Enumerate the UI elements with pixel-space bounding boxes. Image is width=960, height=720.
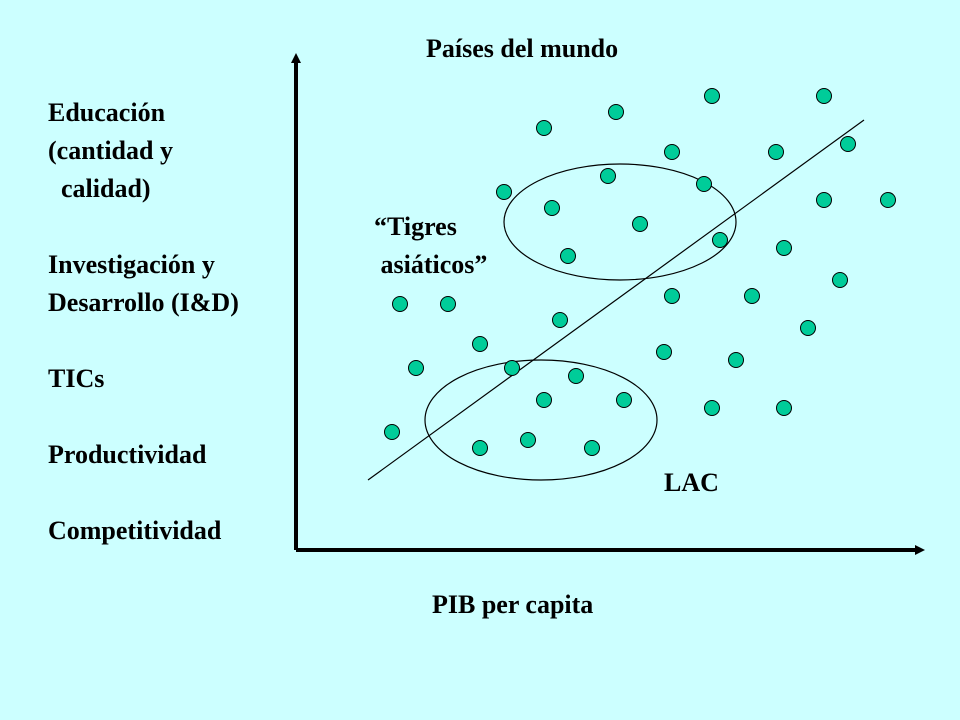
country-dot xyxy=(544,200,560,216)
diagram-title: Países del mundo xyxy=(426,34,619,63)
country-dot xyxy=(664,288,680,304)
concept-education-3: calidad) xyxy=(48,174,151,203)
country-dot xyxy=(704,88,720,104)
tigres-label-line1: “Tigres xyxy=(374,212,457,241)
country-dot xyxy=(392,296,408,312)
country-dot xyxy=(504,360,520,376)
country-dot xyxy=(496,184,512,200)
country-dot xyxy=(704,400,720,416)
x-axis-label: PIB per capita xyxy=(432,590,594,619)
country-dot xyxy=(816,192,832,208)
country-dot xyxy=(728,352,744,368)
country-dot xyxy=(632,216,648,232)
concept-competitiveness: Competitividad xyxy=(48,516,222,545)
country-dot xyxy=(616,392,632,408)
country-dot xyxy=(800,320,816,336)
country-dot xyxy=(840,136,856,152)
country-dot xyxy=(584,440,600,456)
lac-ellipse xyxy=(424,359,658,481)
country-dot xyxy=(664,144,680,160)
y-axis-concepts: Educación (cantidad y calidad) Investiga… xyxy=(48,94,239,550)
country-dot xyxy=(600,168,616,184)
country-dot xyxy=(440,296,456,312)
country-dot xyxy=(744,288,760,304)
country-dot xyxy=(552,312,568,328)
country-dot xyxy=(568,368,584,384)
country-dot xyxy=(656,344,672,360)
country-dot xyxy=(560,248,576,264)
country-dot xyxy=(816,88,832,104)
concept-rd-1: Investigación y xyxy=(48,250,215,279)
tigres-asiaticos-ellipse xyxy=(503,163,737,281)
concept-education-1: Educación xyxy=(48,98,166,127)
country-dot xyxy=(520,432,536,448)
country-dot xyxy=(776,400,792,416)
country-dot xyxy=(768,144,784,160)
concept-rd-2: Desarrollo (I&D) xyxy=(48,288,239,317)
country-dot xyxy=(536,392,552,408)
concept-tics: TICs xyxy=(48,364,105,393)
country-dot xyxy=(696,176,712,192)
concept-education-2: (cantidad y xyxy=(48,136,173,165)
country-dot xyxy=(384,424,400,440)
country-dot xyxy=(536,120,552,136)
trend-line xyxy=(367,119,865,481)
country-dot xyxy=(712,232,728,248)
country-dot xyxy=(408,360,424,376)
country-dot xyxy=(472,336,488,352)
concept-productivity: Productividad xyxy=(48,440,207,469)
country-dot xyxy=(608,104,624,120)
country-dot xyxy=(472,440,488,456)
tigres-label-line2: asiáticos” xyxy=(374,250,488,279)
country-dot xyxy=(832,272,848,288)
country-dot xyxy=(880,192,896,208)
country-dot xyxy=(776,240,792,256)
country-dots xyxy=(384,88,896,456)
lac-label: LAC xyxy=(664,468,719,497)
